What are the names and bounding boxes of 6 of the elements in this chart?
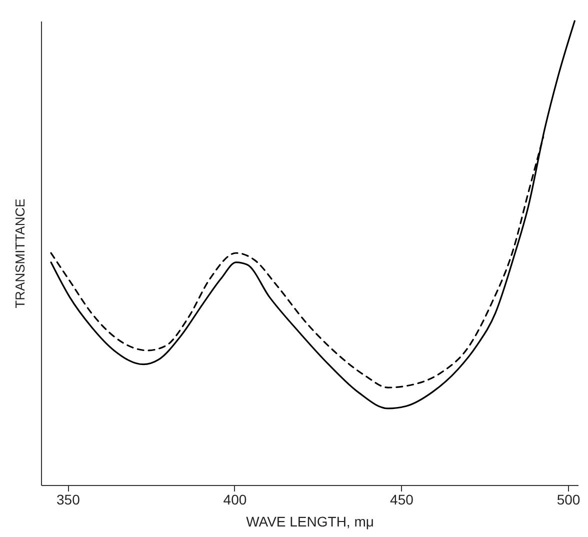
x-axis-title: WAVE LENGTH, mμ	[246, 514, 374, 530]
x-tick-label: 350	[56, 492, 80, 508]
x-tick-label: 400	[223, 492, 247, 508]
x-tick-label: 500	[556, 492, 580, 508]
x-tick-label: 450	[390, 492, 414, 508]
y-axis-title: TRANSMITTANCE	[12, 198, 28, 308]
